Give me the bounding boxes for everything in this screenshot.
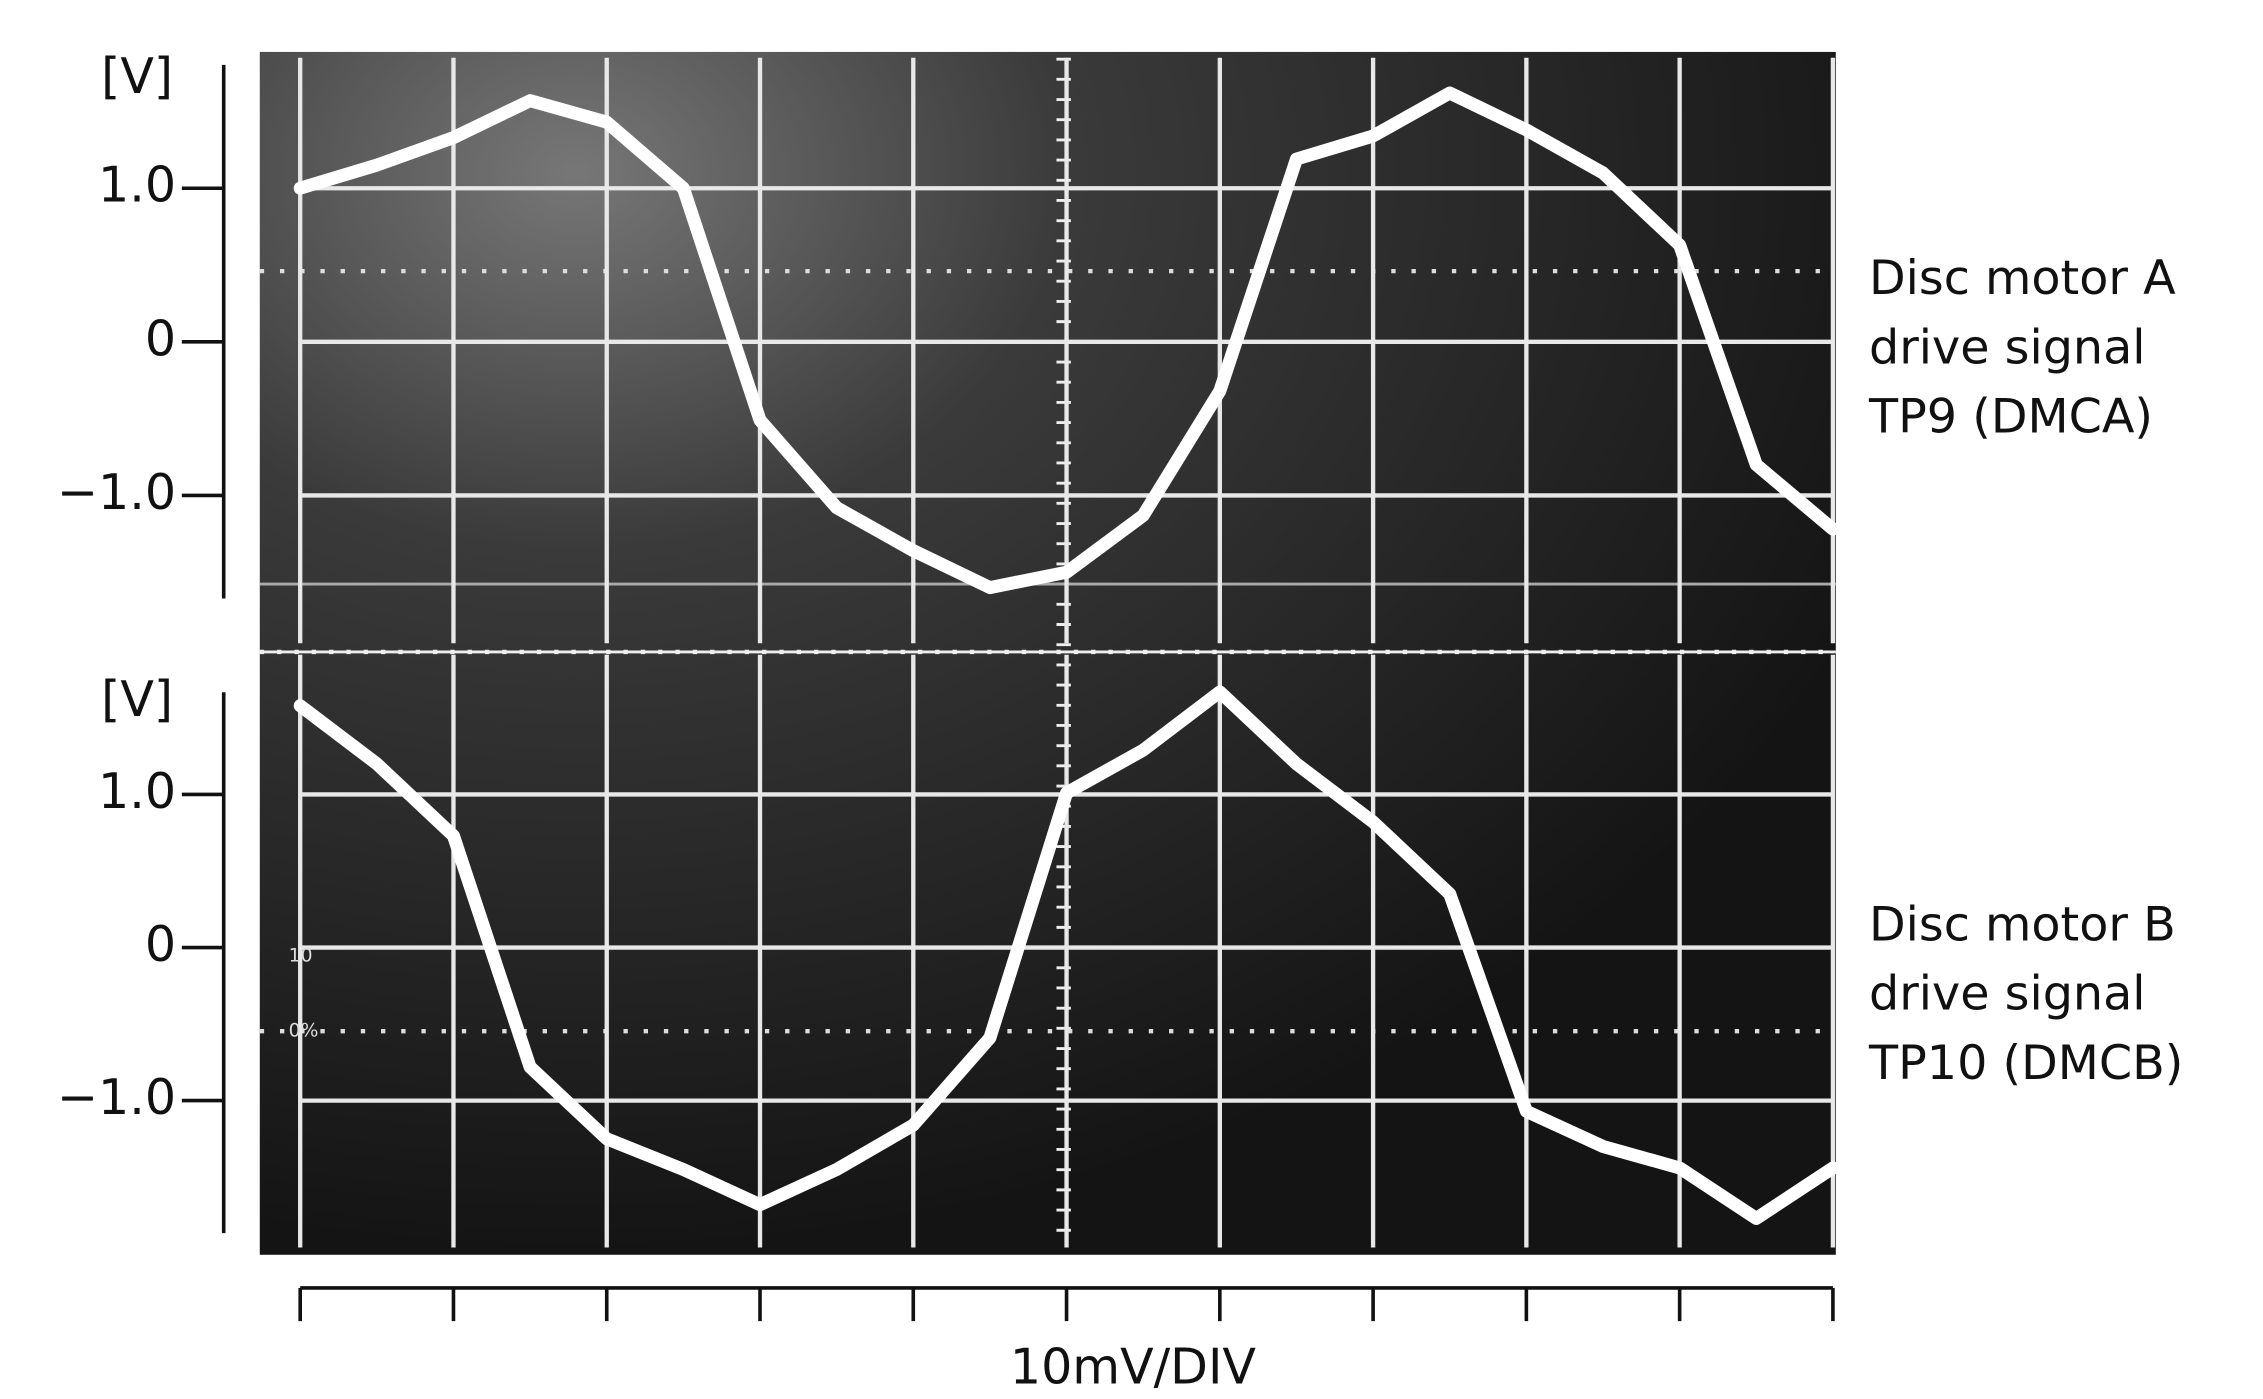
screen-label: 0% [289, 1021, 319, 1042]
waveform [293, 86, 1840, 595]
signal-annotation: Disc motor A [1869, 251, 2176, 306]
signal-annotation: TP10 (DMCB) [1868, 1036, 2183, 1091]
y-tick-label: 0 [145, 309, 176, 367]
signal-annotation: TP9 (DMCA) [1868, 390, 2153, 445]
signal-annotation: drive signal [1869, 320, 2146, 375]
y-unit-label: [V] [101, 47, 173, 105]
signal-annotation: Disc motor B [1869, 897, 2176, 952]
screen-label: 10 [289, 946, 313, 967]
waveform [293, 685, 1840, 1225]
x-axis-label: 10mV/DIV [1010, 1338, 1257, 1396]
y-tick-label: −1.0 [57, 1068, 176, 1126]
signal-annotation: drive signal [1869, 967, 2146, 1022]
y-unit-label: [V] [101, 670, 173, 728]
y-tick-label: 0 [145, 915, 176, 973]
y-tick-label: 1.0 [98, 156, 176, 214]
y-tick-label: −1.0 [57, 463, 176, 521]
y-tick-label: 1.0 [98, 762, 176, 820]
